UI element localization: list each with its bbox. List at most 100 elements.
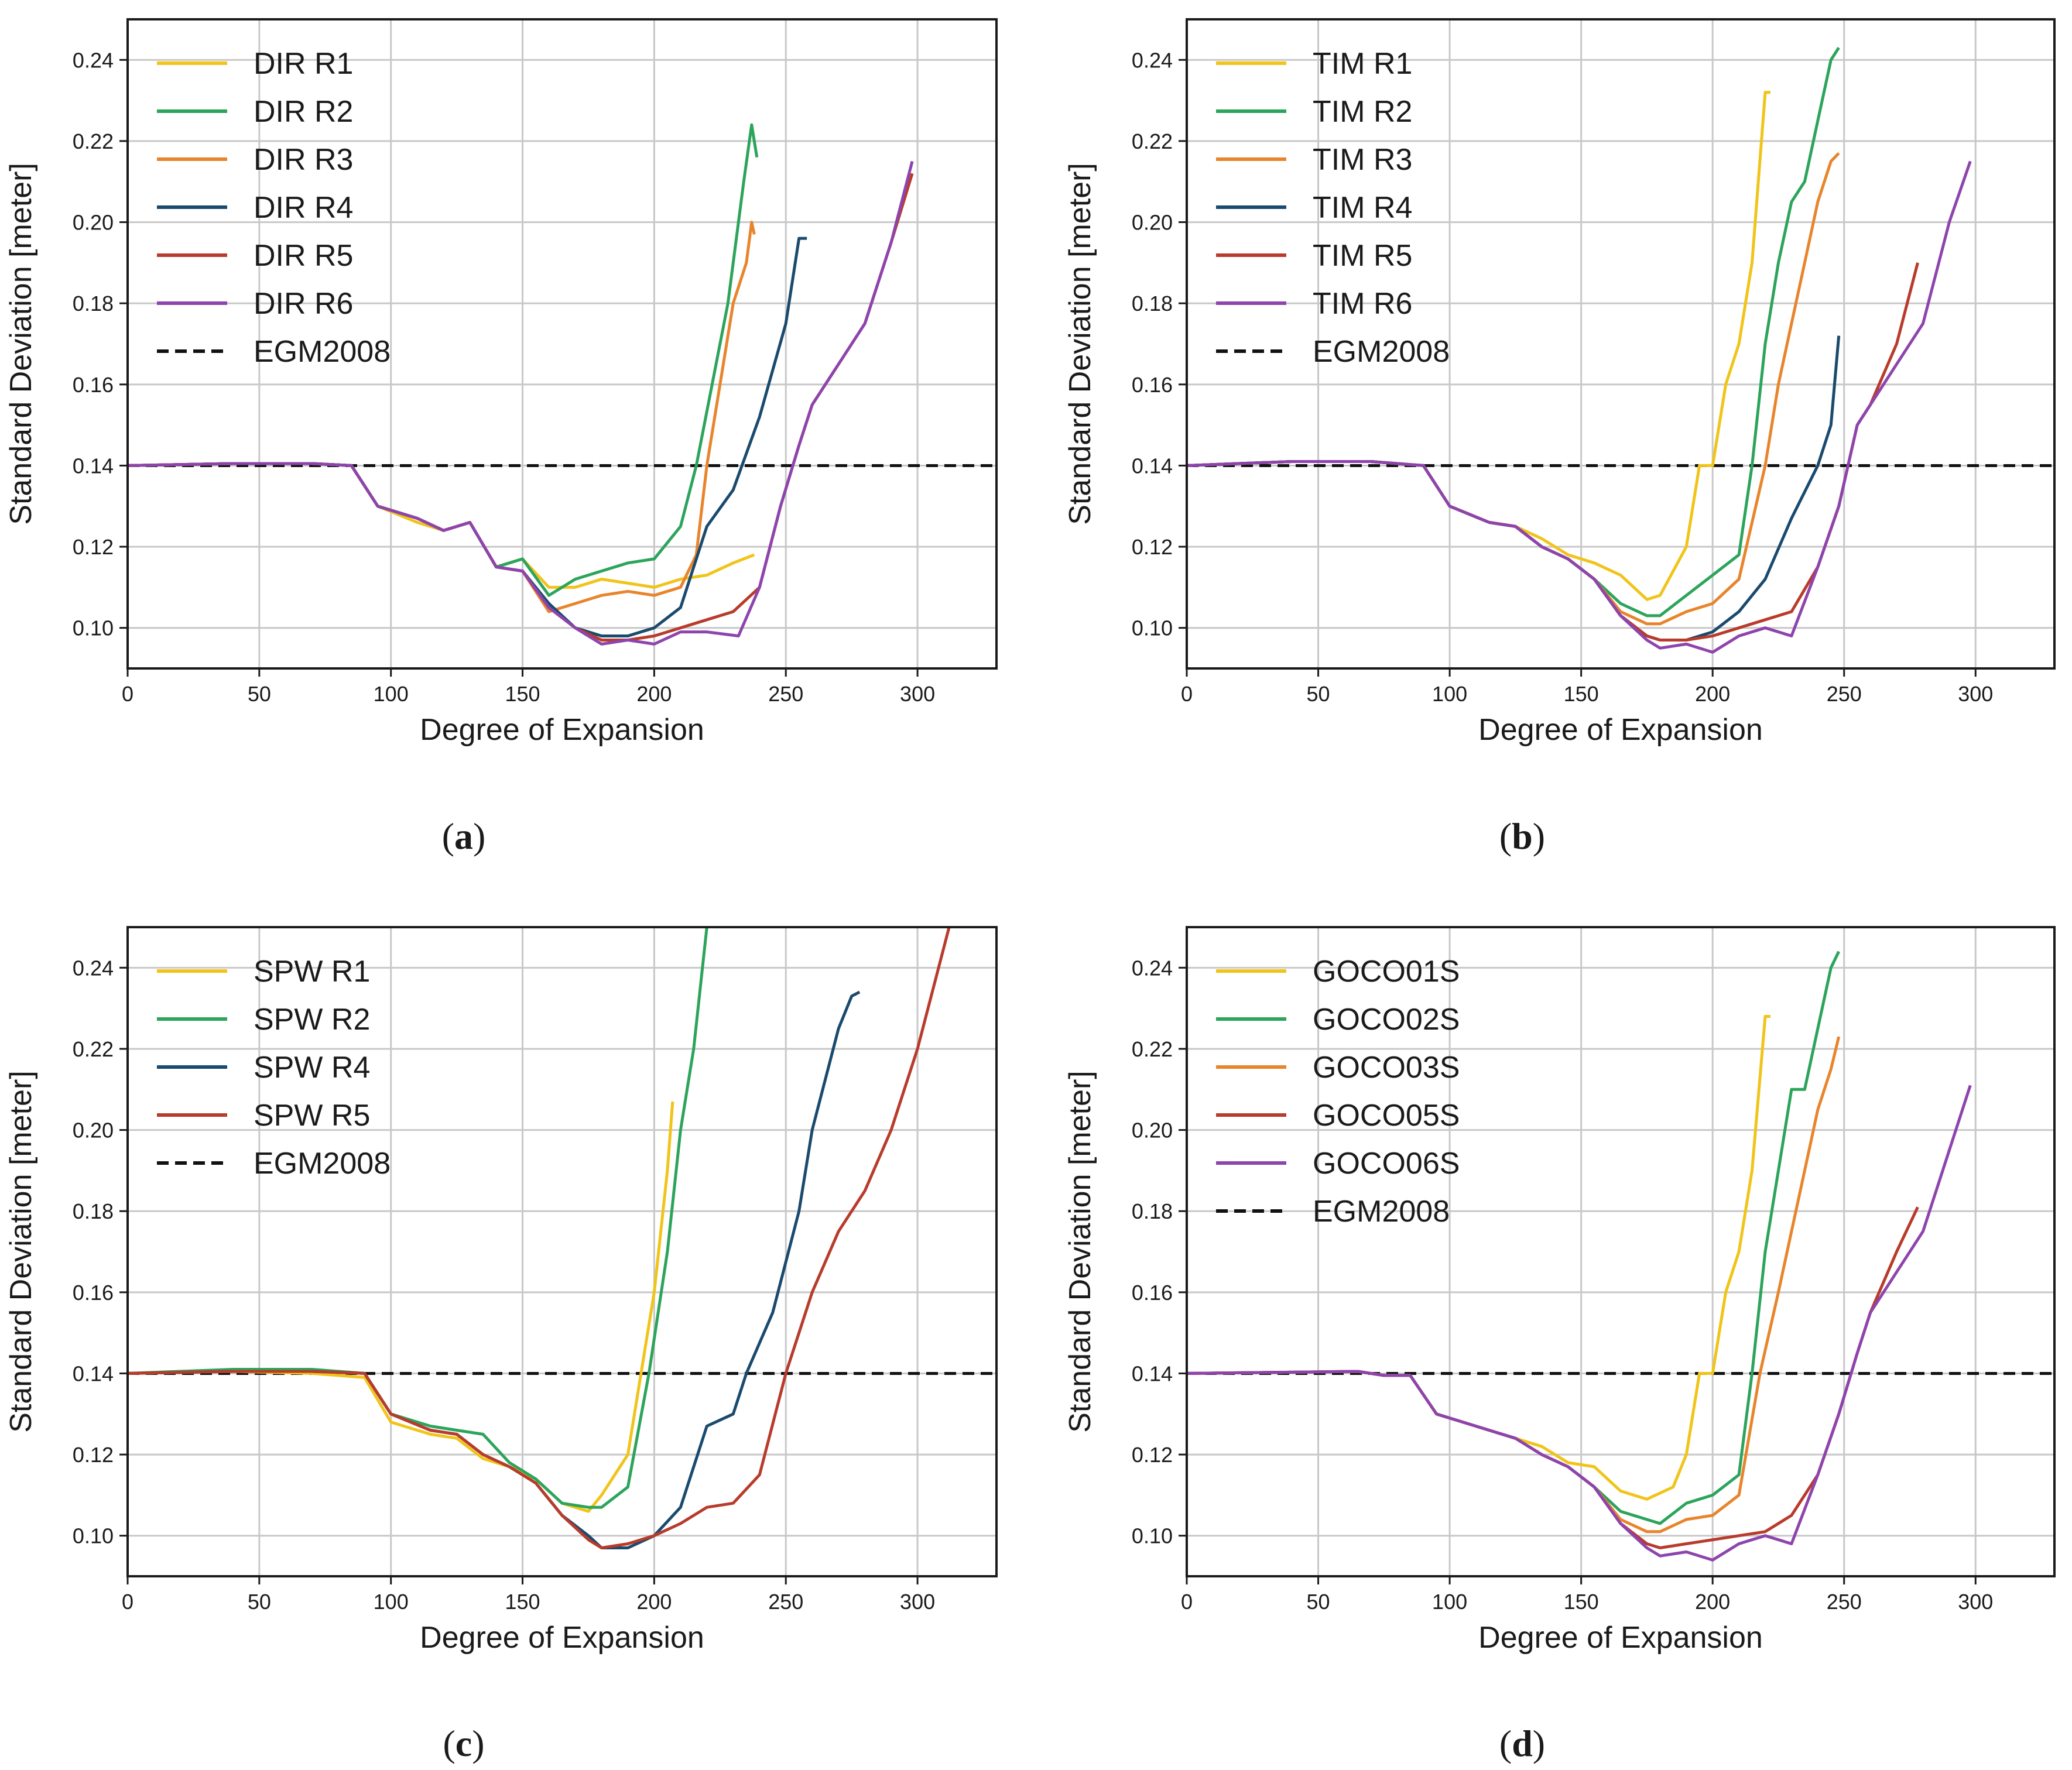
legend-label: DIR R4: [254, 191, 353, 225]
x-tick-label: 100: [1432, 682, 1467, 706]
x-tick-label: 250: [768, 682, 803, 706]
legend-label: GOCO02S: [1313, 1003, 1460, 1037]
x-axis-label: Degree of Expansion: [420, 713, 704, 747]
chart-panel-b: 0 50 100 150 200 250 300 0.10 0.12 0.14 0.16 0.18 0.…: [1063, 18, 2056, 857]
panel-caption: (a): [442, 815, 486, 857]
y-axis-label: Standard Deviation [meter]: [4, 163, 38, 525]
y-tick-label: 0.12: [1132, 535, 1173, 559]
legend-label: SPW R1: [254, 955, 370, 989]
legend-label: DIR R5: [254, 239, 353, 273]
y-tick-label: 0.12: [1132, 1443, 1173, 1467]
y-axis-label: Standard Deviation [meter]: [1063, 163, 1097, 525]
legend-label: GOCO05S: [1313, 1099, 1460, 1133]
legend-label: GOCO03S: [1313, 1051, 1460, 1085]
y-axis-label: Standard Deviation [meter]: [4, 1071, 38, 1433]
y-tick-label: 0.12: [73, 535, 114, 559]
y-tick-label: 0.18: [73, 1199, 114, 1223]
y-tick-label: 0.10: [1132, 616, 1173, 640]
caption-letter: a: [454, 815, 473, 857]
chart-panel-c: 0 50 100 150 200 250 300 0.10 0.12 0.14 0.16 0.18 0.…: [4, 926, 998, 1764]
y-axis-label: Standard Deviation [meter]: [1063, 1071, 1097, 1433]
legend-label: GOCO01S: [1313, 955, 1460, 989]
panel-caption: (b): [1499, 815, 1545, 857]
caption-paren-open: (: [443, 1723, 455, 1764]
y-tick-label: 0.14: [73, 1361, 114, 1385]
x-tick-label: 300: [900, 1590, 935, 1614]
y-tick-label: 0.24: [73, 956, 114, 980]
x-tick-label: 200: [636, 682, 672, 706]
x-tick-label: 0: [1181, 1590, 1193, 1614]
chart-panel-a: 0 50 100 150 200 250 300 0.10 0.12 0.14 0.16 0.18 0.…: [4, 18, 998, 857]
series-line-spw-r5: [128, 927, 951, 1549]
y-tick-label: 0.22: [1132, 1037, 1173, 1061]
y-tick-label: 0.14: [1132, 454, 1173, 478]
x-tick-label: 250: [1827, 682, 1862, 706]
x-tick-label: 300: [1958, 682, 1993, 706]
y-tick-label: 0.18: [1132, 1199, 1173, 1223]
y-tick-label: 0.22: [73, 1037, 114, 1061]
legend-label: SPW R2: [254, 1003, 370, 1037]
legend-label: TIM R5: [1313, 239, 1412, 273]
legend-label: GOCO06S: [1313, 1147, 1460, 1181]
caption-paren-open: (: [442, 815, 454, 857]
y-tick-label: 0.16: [1132, 373, 1173, 397]
x-tick-label: 0: [122, 1590, 133, 1614]
y-tick-label: 0.18: [1132, 291, 1173, 315]
series-line-dir-r6: [128, 160, 914, 646]
x-tick-label: 150: [1564, 682, 1599, 706]
y-tick-label: 0.20: [73, 1119, 114, 1143]
x-tick-label: 200: [1695, 1590, 1730, 1614]
caption-paren-close: ): [472, 1723, 484, 1764]
y-tick-label: 0.10: [73, 1524, 114, 1548]
legend-label: TIM R4: [1313, 191, 1412, 225]
x-tick-label: 300: [1958, 1590, 1993, 1614]
x-tick-label: 150: [505, 1590, 540, 1614]
y-tick-label: 0.10: [73, 616, 114, 640]
legend-label: EGM2008: [1313, 335, 1450, 369]
y-tick-label: 0.20: [1132, 211, 1173, 235]
y-tick-label: 0.22: [73, 129, 114, 153]
x-tick-label: 0: [122, 682, 133, 706]
y-tick-label: 0.14: [1132, 1361, 1173, 1385]
y-tick-label: 0.20: [1132, 1119, 1173, 1143]
x-tick-label: 0: [1181, 682, 1193, 706]
x-axis-label: Degree of Expansion: [1478, 713, 1763, 747]
series-line-spw-r1: [128, 1101, 674, 1513]
x-tick-label: 300: [900, 682, 935, 706]
panel-caption: (d): [1499, 1723, 1545, 1764]
x-tick-label: 200: [1695, 682, 1730, 706]
panel-caption: (c): [443, 1723, 484, 1764]
y-tick-label: 0.24: [1132, 956, 1173, 980]
legend-label: DIR R6: [254, 287, 353, 321]
x-tick-label: 50: [248, 682, 271, 706]
x-tick-label: 150: [1564, 1590, 1599, 1614]
y-tick-label: 0.24: [1132, 48, 1173, 72]
legend-label: EGM2008: [254, 1147, 391, 1181]
y-tick-label: 0.24: [73, 48, 114, 72]
x-tick-label: 50: [248, 1590, 271, 1614]
plot-frame: [1186, 18, 2056, 670]
y-tick-label: 0.12: [73, 1443, 114, 1467]
caption-letter: d: [1512, 1723, 1533, 1764]
legend-label: SPW R5: [254, 1099, 370, 1133]
x-tick-label: 200: [636, 1590, 672, 1614]
y-tick-label: 0.10: [1132, 1524, 1173, 1548]
series-line-goco06s: [1187, 1085, 1972, 1562]
plot-frame: [126, 926, 998, 1577]
y-tick-label: 0.18: [73, 291, 114, 315]
caption-letter: c: [456, 1723, 472, 1764]
y-tick-label: 0.16: [1132, 1281, 1173, 1305]
plot-frame: [1186, 926, 2056, 1577]
x-tick-label: 100: [1432, 1590, 1467, 1614]
y-tick-label: 0.14: [73, 454, 114, 478]
legend-label: DIR R1: [254, 47, 353, 81]
y-tick-label: 0.20: [73, 211, 114, 235]
legend-label: TIM R3: [1313, 143, 1412, 177]
legend-label: EGM2008: [254, 335, 391, 369]
y-tick-label: 0.16: [73, 373, 114, 397]
y-tick-label: 0.16: [73, 1281, 114, 1305]
legend-label: EGM2008: [1313, 1195, 1450, 1229]
caption-letter: b: [1512, 815, 1533, 857]
